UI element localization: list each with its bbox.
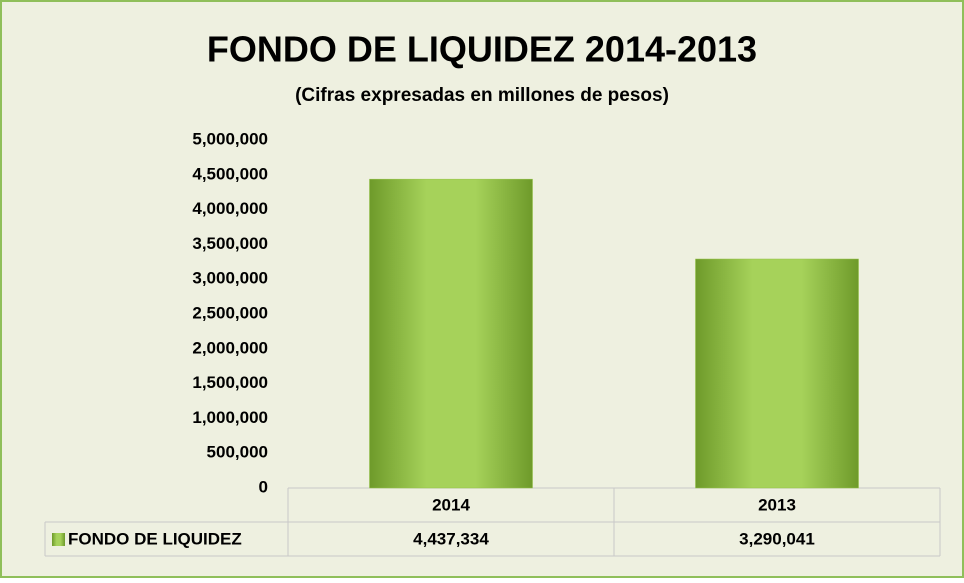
y-tick-label: 4,500,000	[192, 164, 268, 183]
y-tick-label: 2,500,000	[192, 303, 268, 322]
bar	[369, 178, 533, 489]
y-tick-label: 2,000,000	[192, 338, 268, 357]
y-tick-label: 1,500,000	[192, 373, 268, 392]
y-tick-label: 1,000,000	[192, 408, 268, 427]
bar	[695, 258, 859, 489]
x-tick-label: 2013	[758, 495, 796, 514]
y-tick-label: 3,500,000	[192, 234, 268, 253]
table-value: 4,437,334	[413, 529, 489, 548]
legend-swatch	[52, 533, 65, 546]
legend-label: FONDO DE LIQUIDEZ	[68, 529, 242, 548]
y-tick-label: 500,000	[207, 443, 268, 462]
chart-subtitle: (Cifras expresadas en millones de pesos)	[295, 85, 669, 106]
x-tick-label: 2014	[432, 495, 470, 514]
table-value: 3,290,041	[739, 529, 815, 548]
y-tick-label: 5,000,000	[192, 129, 268, 148]
chart-title: FONDO DE LIQUIDEZ 2014-2013	[207, 29, 757, 70]
y-tick-label: 0	[259, 477, 268, 496]
y-tick-label: 3,000,000	[192, 269, 268, 288]
y-tick-label: 4,000,000	[192, 199, 268, 218]
